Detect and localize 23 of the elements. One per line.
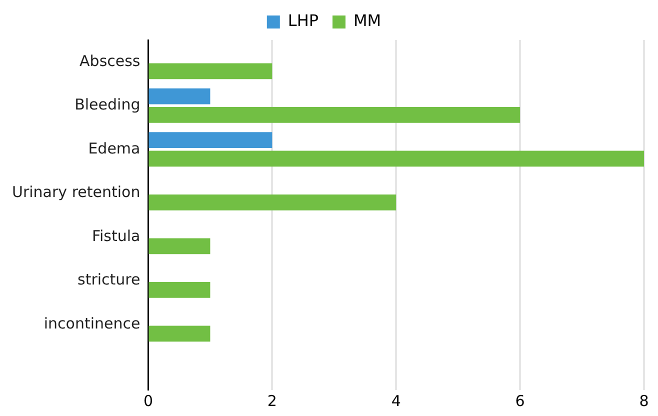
legend-label: LHP (288, 11, 319, 30)
bar (148, 63, 272, 80)
bar (148, 238, 210, 254)
y-tick-label: Edema (88, 139, 140, 158)
legend-label: MM (353, 11, 382, 30)
y-tick-label: Fistula (92, 226, 140, 245)
bar (148, 132, 272, 148)
x-tick-label: 2 (267, 392, 277, 410)
bar (148, 282, 210, 298)
y-tick-label: Bleeding (74, 96, 140, 114)
y-tick-label: Abscess (80, 52, 140, 70)
bar (148, 150, 644, 167)
y-tick-label: stricture (78, 270, 140, 289)
bar (148, 194, 396, 210)
bar (148, 326, 210, 342)
x-tick-label: 4 (391, 392, 401, 410)
x-tick-label: 6 (515, 392, 525, 410)
x-tick-label: 8 (639, 392, 649, 410)
bar (148, 88, 210, 104)
y-tick-label: Urinary retention (12, 183, 140, 202)
bar (148, 107, 520, 123)
x-tick-label: 0 (143, 392, 154, 410)
y-tick-label: incontinence (44, 314, 140, 332)
